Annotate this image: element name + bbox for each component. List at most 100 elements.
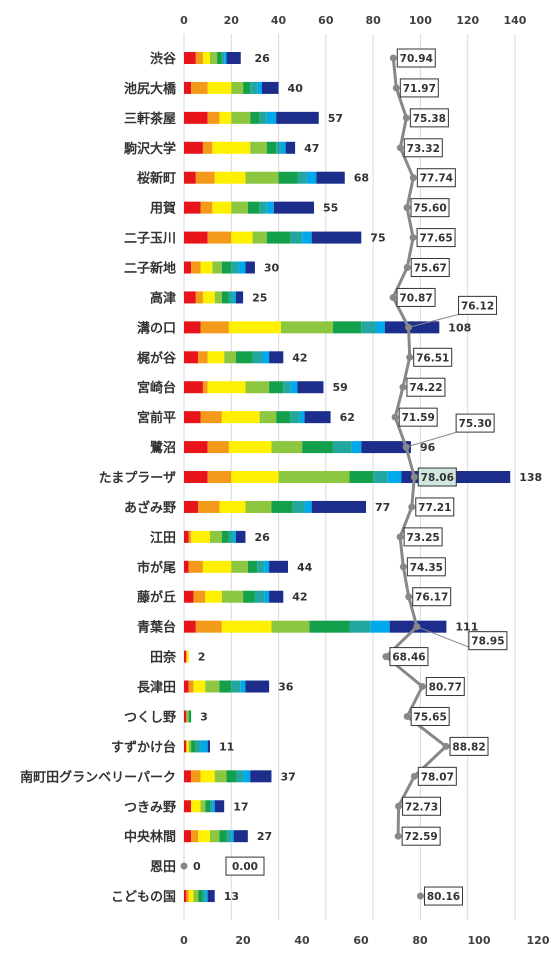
bar-segment bbox=[283, 381, 291, 394]
bar-segment bbox=[250, 81, 258, 94]
bar-segment bbox=[184, 590, 194, 603]
bar-segment bbox=[264, 590, 270, 603]
bar-segment bbox=[276, 411, 291, 424]
line-data-label: 76.17 bbox=[415, 592, 448, 604]
bar-segment bbox=[221, 261, 232, 274]
bar-segment bbox=[191, 81, 208, 94]
bar-segment bbox=[236, 530, 246, 543]
category-label: 市が尾 bbox=[137, 560, 176, 576]
line-label-box bbox=[406, 377, 446, 397]
bar-segment bbox=[247, 560, 258, 573]
bar-segment bbox=[243, 770, 251, 783]
bar-segment bbox=[387, 471, 402, 484]
bar-segment bbox=[221, 291, 229, 304]
bar-segment bbox=[245, 171, 279, 184]
bar-segment bbox=[245, 680, 270, 693]
bar-segment bbox=[198, 351, 208, 364]
bar-total-label: 59 bbox=[332, 381, 347, 394]
bar-segment bbox=[280, 141, 286, 154]
bar-total-label: 68 bbox=[354, 172, 369, 185]
bar-segment bbox=[238, 261, 246, 274]
bar-segment bbox=[228, 530, 234, 543]
line-label-box bbox=[396, 48, 436, 68]
bar-segment bbox=[184, 381, 203, 394]
line-point bbox=[408, 503, 416, 511]
bar-segment bbox=[243, 590, 255, 603]
bar-segment bbox=[184, 321, 201, 334]
line-label-box bbox=[413, 347, 453, 367]
category-label: たまプラーザ bbox=[99, 471, 176, 486]
line-data-label: 77.21 bbox=[418, 502, 451, 514]
bar-segment bbox=[184, 890, 187, 903]
bar-segment bbox=[290, 381, 298, 394]
line-data-label: 68.46 bbox=[392, 652, 425, 664]
line-label-box bbox=[401, 826, 441, 846]
bar-segment bbox=[219, 500, 246, 513]
bar-segment bbox=[349, 620, 371, 633]
line-data-label: 76.12 bbox=[461, 300, 494, 312]
bar-segment bbox=[311, 231, 362, 244]
bar-segment bbox=[184, 740, 187, 753]
category-label: つきみ野 bbox=[124, 800, 176, 815]
bottom-axis-tick-label: 60 bbox=[353, 934, 369, 947]
bar-segment bbox=[212, 201, 232, 214]
line-data-label: 71.97 bbox=[403, 83, 436, 95]
bar-total-label: 2 bbox=[198, 651, 206, 664]
bar-segment bbox=[200, 800, 206, 813]
bar-segment bbox=[306, 171, 317, 184]
bar-total-label: 27 bbox=[257, 830, 272, 843]
line-point bbox=[396, 144, 404, 152]
line-point bbox=[389, 293, 397, 301]
category-label: 田奈 bbox=[150, 650, 177, 666]
top-axis-tick-label: 100 bbox=[409, 14, 432, 27]
bar-total-label: 25 bbox=[252, 291, 267, 304]
bar-segment bbox=[214, 800, 225, 813]
bar-segment bbox=[184, 560, 189, 573]
label-leader-line bbox=[416, 626, 474, 650]
bar-segment bbox=[236, 291, 244, 304]
line-label-box bbox=[402, 796, 442, 816]
line-point bbox=[180, 862, 188, 870]
bar-segment bbox=[302, 441, 333, 454]
bar-segment bbox=[205, 590, 222, 603]
category-label: 江田 bbox=[150, 530, 176, 546]
bottom-axis-tick-label: 80 bbox=[412, 934, 428, 947]
bar-segment bbox=[266, 201, 274, 214]
bar-total-label: 37 bbox=[280, 770, 295, 783]
bar-segment bbox=[205, 800, 211, 813]
bar-segment bbox=[316, 171, 345, 184]
bar-segment bbox=[191, 800, 201, 813]
category-label: つくし野 bbox=[124, 710, 176, 725]
line-data-label: 77.65 bbox=[419, 233, 452, 245]
bar-segment bbox=[375, 321, 385, 334]
bar-segment bbox=[207, 351, 225, 364]
top-axis-tick-label: 140 bbox=[503, 14, 526, 27]
bar-segment bbox=[210, 800, 213, 813]
bar-segment bbox=[200, 321, 229, 334]
line-label-box bbox=[410, 258, 450, 278]
bar-segment bbox=[259, 111, 267, 124]
bar-segment bbox=[269, 381, 284, 394]
bar-segment bbox=[191, 770, 201, 783]
bar-segment bbox=[233, 830, 248, 843]
bar-segment bbox=[210, 530, 222, 543]
bar-segment bbox=[184, 81, 192, 94]
bar-segment bbox=[219, 830, 227, 843]
bar-segment bbox=[184, 171, 196, 184]
bar-total-label: 26 bbox=[254, 52, 270, 65]
line-point bbox=[402, 114, 410, 122]
bar-segment bbox=[299, 411, 305, 424]
bar-segment bbox=[231, 830, 234, 843]
bar-segment bbox=[226, 770, 237, 783]
label-leader-line bbox=[405, 430, 461, 448]
bar-total-label: 0 bbox=[193, 860, 201, 873]
bar-total-label: 55 bbox=[323, 202, 338, 215]
bar-segment bbox=[290, 231, 303, 244]
bar-segment bbox=[195, 171, 215, 184]
line-point bbox=[418, 683, 426, 691]
bar-segment bbox=[184, 830, 192, 843]
bar-segment bbox=[184, 141, 203, 154]
bar-segment bbox=[202, 141, 213, 154]
bar-segment bbox=[233, 291, 237, 304]
